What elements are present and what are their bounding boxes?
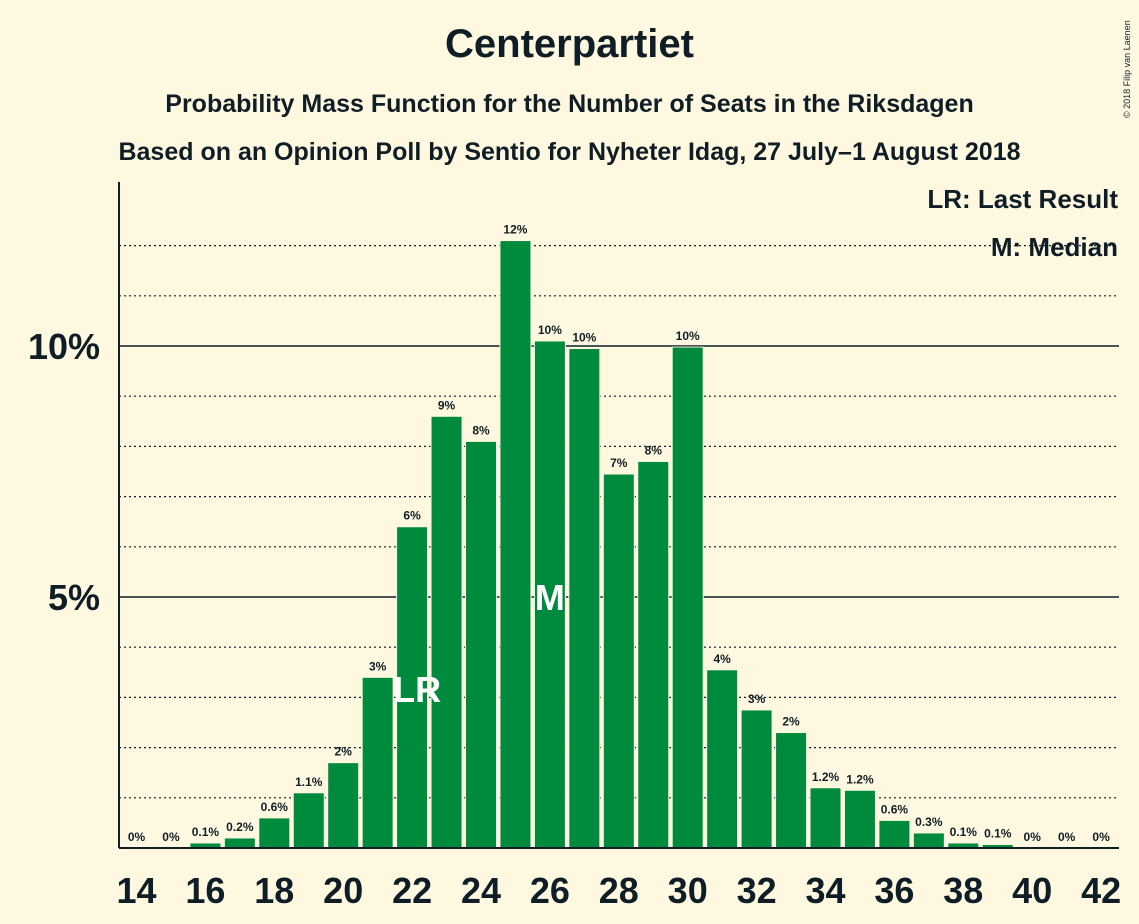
bar-seat-35 xyxy=(843,789,876,849)
bar-value-label: 0.6% xyxy=(261,800,289,814)
x-tick-label: 14 xyxy=(116,870,156,911)
bar-value-label: 7% xyxy=(610,456,628,470)
bar-seat-19 xyxy=(292,792,325,849)
x-tick-label: 26 xyxy=(530,870,570,911)
bar-seat-28 xyxy=(602,473,635,849)
bar-value-label: 2% xyxy=(335,745,353,759)
bar-value-label: 1.2% xyxy=(812,770,840,784)
bar-value-label: 0% xyxy=(162,830,180,844)
bar-seat-34 xyxy=(809,787,842,849)
bar-value-label: 0.6% xyxy=(881,802,909,816)
bar-value-label: 6% xyxy=(403,509,421,523)
chart-subtitle-source: Based on an Opinion Poll by Sentio for N… xyxy=(118,138,1021,166)
x-tick-label: 38 xyxy=(943,870,983,911)
median-marker: M xyxy=(535,577,565,618)
bar-seat-20 xyxy=(327,762,360,849)
bar-seat-29 xyxy=(637,460,670,849)
bar-seat-27 xyxy=(568,348,601,849)
bar-value-label: 10% xyxy=(676,329,700,343)
bar-value-label: 8% xyxy=(645,443,663,457)
bar-value-label: 0% xyxy=(1058,830,1076,844)
bar-seat-30 xyxy=(671,346,704,849)
bar-value-label: 8% xyxy=(472,423,490,437)
x-tick-label: 16 xyxy=(185,870,225,911)
bar-seat-22 xyxy=(396,526,429,849)
bar-value-label: 4% xyxy=(713,652,731,666)
bar-value-label: 0.1% xyxy=(950,825,978,839)
x-tick-label: 36 xyxy=(874,870,914,911)
bar-value-label: 0% xyxy=(1024,830,1042,844)
chart-title: Centerpartiet xyxy=(445,22,694,66)
bar-seat-37 xyxy=(912,832,945,849)
bar-seat-25 xyxy=(499,240,532,849)
bar-value-label: 2% xyxy=(782,715,800,729)
bar-value-label: 0.2% xyxy=(226,820,254,834)
bar-value-label: 3% xyxy=(369,659,387,673)
x-tick-label: 18 xyxy=(254,870,294,911)
bar-seat-33 xyxy=(775,732,808,849)
legend-last-result: LR: Last Result xyxy=(927,184,1118,214)
bar-value-label: 1.1% xyxy=(295,775,323,789)
chart-subtitle: Probability Mass Function for the Number… xyxy=(165,90,974,118)
bar-seat-21 xyxy=(361,676,394,849)
x-tick-label: 34 xyxy=(805,870,845,911)
bar-value-label: 0.3% xyxy=(915,815,943,829)
bar-value-label: 0% xyxy=(1092,830,1110,844)
x-tick-label: 32 xyxy=(737,870,777,911)
x-tick-label: 30 xyxy=(668,870,708,911)
x-tick-label: 22 xyxy=(392,870,432,911)
x-tick-label: 28 xyxy=(599,870,639,911)
bar-seat-18 xyxy=(258,817,291,849)
bar-seat-23 xyxy=(430,415,463,849)
bar-value-label: 0.1% xyxy=(192,825,220,839)
y-tick-label: 10% xyxy=(28,326,100,367)
bar-value-label: 3% xyxy=(748,692,766,706)
bar-seat-31 xyxy=(706,669,739,849)
y-tick-label: 5% xyxy=(48,577,100,618)
bar-seat-32 xyxy=(740,709,773,849)
last-result-marker: LR xyxy=(393,669,441,710)
bar-value-label: 10% xyxy=(538,323,562,337)
bar-value-label: 12% xyxy=(503,223,527,237)
legend-median: M: Median xyxy=(990,232,1118,262)
bar-seat-17 xyxy=(223,837,256,849)
x-tick-label: 42 xyxy=(1081,870,1121,911)
bar-value-label: 0.1% xyxy=(984,826,1012,840)
bar-value-label: 9% xyxy=(438,398,456,412)
x-tick-label: 24 xyxy=(461,870,501,911)
bar-seat-24 xyxy=(465,440,497,849)
bar-value-label: 0% xyxy=(128,830,146,844)
x-tick-label: 20 xyxy=(323,870,363,911)
bar-seat-36 xyxy=(878,819,911,849)
bar-value-label: 1.2% xyxy=(846,772,874,786)
bar-value-label: 10% xyxy=(572,331,596,345)
x-tick-label: 40 xyxy=(1012,870,1052,911)
bar-seat-26 xyxy=(533,340,566,849)
